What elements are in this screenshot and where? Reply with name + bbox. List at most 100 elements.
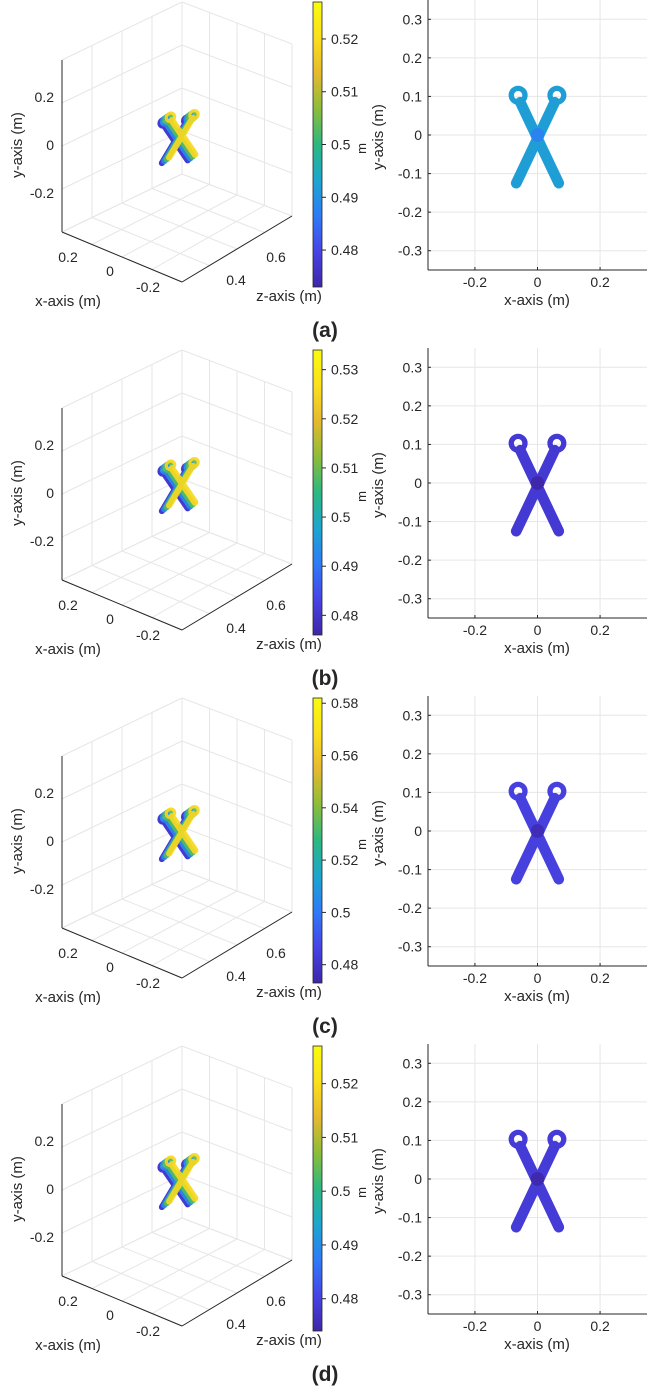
y-tick-label: -0.1: [398, 1210, 422, 1226]
grid-line: [151, 205, 265, 270]
z-axis-title: z-axis (m): [256, 288, 322, 305]
y-axis-title: y-axis (m): [370, 452, 387, 518]
colorbar: [312, 1, 323, 288]
scissors-blade-right: [510, 444, 561, 537]
scissors-surface-layer: [164, 456, 200, 509]
x-tick-label: -0.2: [463, 274, 487, 290]
colorbar-tick-label: 0.51: [331, 460, 358, 476]
x-axis-title: x-axis (m): [35, 1337, 101, 1354]
colorbar-tick-label: 0.48: [331, 242, 358, 258]
z-axis-line: [181, 1259, 293, 1327]
scissors-pivot: [178, 1173, 187, 1183]
panel-2d-plot: 0.3 0.2 0.1 0 -0.1 -0.2 -0.3 -0.2 0 0.2 y-axis (m)…: [370, 1044, 647, 1353]
z-axis-line: [181, 215, 293, 283]
scissors-surface-layer: [164, 108, 200, 161]
colorbar-tick-label: 0.5: [331, 904, 351, 920]
grid-line: [181, 869, 293, 913]
y-tick-label: 0.3: [403, 359, 423, 375]
colorbar-tick-label: 0.48: [331, 607, 358, 623]
x-tick-label: 0.2: [590, 1318, 610, 1334]
y-tick-label: -0.3: [398, 1287, 422, 1303]
x-tick-label: 0: [534, 622, 542, 638]
colorbar-label: m: [354, 839, 369, 850]
y-tick-label: 0.1: [403, 784, 423, 800]
colorbar-tick-label: 0.51: [331, 1129, 358, 1145]
z-tick-label: 0.6: [266, 597, 286, 613]
grid-line: [151, 553, 265, 618]
y-tick-label: 0: [414, 1171, 422, 1187]
colorbar: [312, 349, 323, 636]
colorbar-tick-label: 0.52: [331, 1076, 358, 1092]
panel-3d-plot: 0.2 0 -0.2 0.2 0 -0.2 0.4 0.6 y-axis (m) x-axis (…: [9, 1, 369, 342]
grid-line: [151, 188, 265, 233]
y-tick-label: 0: [46, 485, 54, 501]
y-axis-title: y-axis (m): [9, 808, 26, 874]
grid-line: [181, 521, 293, 565]
scissors-surface-topview: [508, 781, 567, 885]
z-tick-label: 0.4: [226, 272, 246, 288]
colorbar-label: m: [354, 143, 369, 154]
colorbar-tick-label: 0.48: [331, 957, 358, 973]
scissors-pivot: [530, 1172, 545, 1186]
grid-line: [151, 1232, 265, 1277]
panel-caption: (d): [312, 1363, 339, 1386]
z-axis-title: z-axis (m): [256, 1332, 322, 1349]
scissors-blade-right: [510, 792, 561, 885]
scissors-surface-topview: [508, 85, 567, 189]
panel-2d-plot: 0.3 0.2 0.1 0 -0.1 -0.2 -0.3 -0.2 0 0.2 y-axis (m)…: [370, 696, 647, 1005]
y-tick-label: 0.2: [35, 89, 55, 105]
x-tick-label: 0.2: [58, 945, 78, 961]
panel-2d-plot: 0.3 0.2 0.1 0 -0.1 -0.2 -0.3 -0.2 0 0.2 y-axis (m)…: [370, 348, 647, 657]
x-tick-label: 0: [534, 970, 542, 986]
z-axis-title: z-axis (m): [256, 636, 322, 653]
y-tick-label: 0.3: [403, 11, 423, 27]
x-axis-title: x-axis (m): [504, 292, 570, 309]
x-tick-label: -0.2: [463, 1318, 487, 1334]
x-tick-label: 0: [534, 1318, 542, 1334]
scissors-pivot: [530, 128, 545, 142]
scissors-pivot: [178, 825, 187, 835]
colorbar-tick-label: 0.48: [331, 1291, 358, 1307]
x-tick-label: -0.2: [136, 975, 160, 991]
colorbar-tick-label: 0.5: [331, 509, 351, 525]
y-tick-label: 0.1: [403, 1132, 423, 1148]
y-tick-label: -0.3: [398, 243, 422, 259]
y-tick-label: 0.2: [35, 785, 55, 801]
y-tick-label: -0.1: [398, 514, 422, 530]
panel-2d-plot: 0.3 0.2 0.1 0 -0.1 -0.2 -0.3 -0.2 0 0.2 y-axis (m)…: [370, 0, 647, 309]
x-axis-title: x-axis (m): [35, 641, 101, 658]
y-tick-label: -0.3: [398, 591, 422, 607]
y-axis-title: y-axis (m): [9, 460, 26, 526]
colorbar: [312, 1045, 323, 1332]
y-tick-label: -0.3: [398, 939, 422, 955]
panel-3d-plot: 0.2 0 -0.2 0.2 0 -0.2 0.4 0.6 y-axis (m) x-axis (…: [9, 1045, 369, 1386]
scissors-surface-topview: [508, 1129, 567, 1233]
x-tick-label: 0.2: [590, 970, 610, 986]
grid-line: [151, 1249, 265, 1314]
colorbar-label: m: [354, 1187, 369, 1198]
x-axis-title: x-axis (m): [35, 293, 101, 310]
y-tick-label: -0.2: [398, 900, 422, 916]
y-tick-label: 0.2: [403, 50, 423, 66]
scissors-pivot: [178, 129, 187, 139]
y-tick-label: -0.2: [30, 185, 54, 201]
y-tick-label: -0.2: [30, 881, 54, 897]
scissors-surface-layer: [164, 1152, 200, 1205]
grid-line: [181, 173, 293, 217]
scissors-blade-right: [510, 1140, 561, 1233]
colorbar: [312, 697, 323, 984]
z-axis-line: [181, 911, 293, 979]
y-tick-label: -0.2: [398, 204, 422, 220]
colorbar-label: m: [354, 491, 369, 502]
y-tick-label: 0.3: [403, 1055, 423, 1071]
scissors-pivot: [530, 476, 545, 490]
x-tick-label: 0.2: [58, 597, 78, 613]
colorbar-tick-label: 0.52: [331, 411, 358, 427]
colorbar-tick-label: 0.49: [331, 558, 358, 574]
grid-line: [181, 1217, 293, 1261]
z-axis-title: z-axis (m): [256, 984, 322, 1001]
grid-line: [121, 890, 238, 954]
colorbar-tick-label: 0.53: [331, 362, 358, 378]
x-tick-label: 0: [106, 611, 114, 627]
